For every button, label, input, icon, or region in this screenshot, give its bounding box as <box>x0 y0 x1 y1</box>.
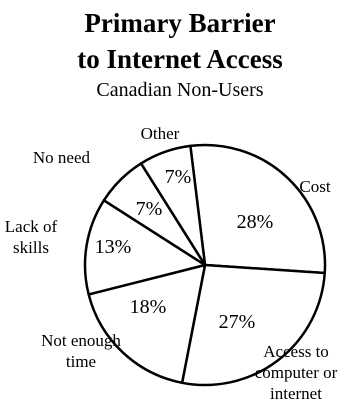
value-label-access-to-computer-or-internet: 27% <box>219 311 256 333</box>
value-label-other: 7% <box>165 166 192 188</box>
value-label-no-need: 7% <box>136 198 163 220</box>
value-label-lack-of-skills: 13% <box>95 236 132 258</box>
chart-subtitle: Canadian Non-Users <box>96 79 263 101</box>
value-label-cost: 28% <box>237 211 274 233</box>
category-label-no-need: No need <box>33 148 91 167</box>
chart-title-line-1: Primary Barrier <box>84 8 275 38</box>
category-label-not-enough-time: Not enough time <box>41 331 121 371</box>
pie-slice-other <box>139 144 207 267</box>
pie-slices <box>83 143 327 387</box>
pie-slice-cost <box>189 143 327 275</box>
value-label-not-enough-time: 18% <box>130 296 167 318</box>
chart-title-line-2: to Internet Access <box>77 44 282 74</box>
pie-slice-lack-of-skills <box>83 199 207 296</box>
pie-value-labels: 28%27%18%13%7%7% <box>95 166 274 333</box>
pie-category-labels: Cost Access to computer or internet Not enou… <box>5 124 338 403</box>
category-label-access-to-computer-or-internet: Access to computer or internet <box>255 342 338 403</box>
pie-slice-access-to-computer-or-internet <box>180 263 326 387</box>
category-label-cost: Cost <box>299 177 330 196</box>
pie-slice-not-enough-time <box>87 263 207 385</box>
category-label-other: Other <box>141 124 180 143</box>
category-label-lack-of-skills: Lack of skills <box>5 217 58 257</box>
